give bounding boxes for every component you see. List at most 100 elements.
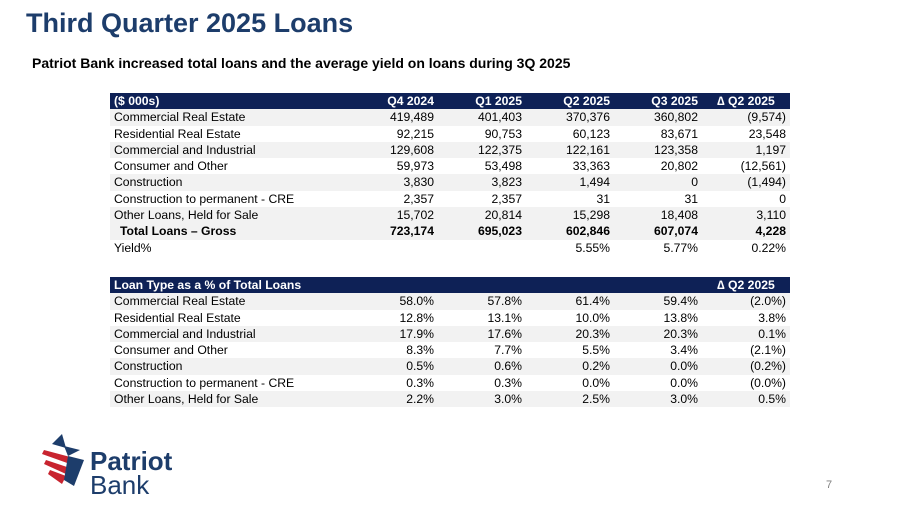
header-cell: ∆ Q2 2025 [702, 93, 790, 110]
header-cell [614, 277, 702, 294]
table-cell: 20.3% [575, 326, 610, 341]
row-label: Total Loans – Gross [110, 223, 350, 240]
slide-title: Third Quarter 2025 Loans [26, 8, 354, 38]
table-row: Commercial and Industrial 129,608 122,375 1… [110, 141, 790, 159]
table-cell: 0.2% [582, 359, 610, 374]
table-cell: 360,802 [653, 110, 698, 125]
table-cell: 59.4% [663, 294, 698, 309]
table-cell: 0.0% [670, 359, 698, 374]
table-cell: (1,494) [747, 175, 786, 190]
table-cell: 17.6% [487, 326, 522, 341]
row-label: Commercial Real Estate [114, 294, 246, 309]
row-label: Residential Real Estate [114, 310, 241, 325]
table-cell: (0.2%) [750, 359, 786, 374]
table-cell: 123,358 [653, 142, 698, 157]
table-cell: 3.8% [758, 310, 786, 325]
table-cell: 370,376 [565, 110, 610, 125]
table-cell: 20.3% [663, 326, 698, 341]
table-row: Construction to permanent - CRE 2,357 2,35… [110, 190, 790, 208]
slide-subtitle: Patriot Bank increased total loans and t… [32, 55, 571, 71]
table-cell: 2,357 [491, 191, 523, 206]
table-cell: 0.0% [670, 375, 698, 390]
header-cell [438, 277, 526, 294]
table-cell [350, 239, 438, 256]
table-cell: 13.8% [663, 310, 698, 325]
table-row: Other Loans, Held for Sale 2.2% 3.0% 2.5% 3.… [110, 391, 790, 408]
table-row: Consumer and Other 8.3% 7.7% 5.5% 3.4% (2.1%) [110, 342, 790, 359]
table-cell: 90,753 [484, 126, 522, 141]
table-row: Consumer and Other 59,973 53,498 33,363 20,8… [110, 158, 790, 175]
table-cell: 33,363 [572, 159, 610, 174]
table-row: Construction 0.5% 0.6% 0.2% 0.0% (0.2%) [110, 358, 790, 375]
table-cell: 3.4% [670, 343, 698, 358]
table-row: Other Loans, Held for Sale 15,702 20,814 15… [110, 207, 790, 224]
table-row: Construction to permanent - CRE 0.3% 0.3% 0… [110, 374, 790, 392]
row-label: Residential Real Estate [114, 126, 241, 141]
logo-text-bank: Bank [90, 470, 150, 500]
table-cell: 122,375 [477, 142, 522, 157]
table-cell [438, 239, 526, 256]
row-label: Consumer and Other [114, 159, 228, 174]
table-cell: 401,403 [477, 110, 522, 125]
footer [0, 424, 900, 506]
table-cell: 2.5% [582, 392, 610, 407]
table-cell: (2.1%) [750, 343, 786, 358]
table-cell: 3,823 [491, 175, 523, 190]
table-cell: 3.0% [494, 392, 522, 407]
table-cell: 1,494 [579, 175, 611, 190]
row-label: Commercial and Industrial [114, 326, 256, 341]
header-cell [526, 277, 614, 294]
table-cell: 61.4% [575, 294, 610, 309]
table-cell: 419,489 [389, 110, 434, 125]
row-label: Commercial and Industrial [114, 142, 256, 157]
row-label: Construction [114, 359, 183, 374]
table-cell: 10.0% [575, 310, 610, 325]
table-cell: 57.8% [487, 294, 522, 309]
table-cell: 0 [691, 175, 698, 190]
table-cell: 0.0% [582, 375, 610, 390]
header-cell: ∆ Q2 2025 [702, 277, 790, 294]
header-cell: Q1 2025 [438, 93, 526, 110]
table-cell: 15,702 [396, 208, 434, 223]
table-cell: 83,671 [660, 126, 698, 141]
table-cell: 3,110 [756, 208, 786, 223]
table-cell: 2.2% [406, 392, 434, 407]
table-cell: 58.0% [399, 294, 434, 309]
header-cell: Q2 2025 [526, 93, 614, 110]
table-cell: 7.7% [494, 343, 522, 358]
header-cell: Q4 2024 [350, 93, 438, 110]
row-label: Yield% [110, 239, 350, 256]
table-cell: 5.77% [614, 239, 702, 256]
table-row: Commercial Real Estate 419,489 401,403 370,… [110, 109, 790, 126]
total-row: Total Loans – Gross 723,174 695,023 602,846… [110, 223, 790, 240]
header-cell: ($ 000s) [110, 93, 350, 110]
header-cell [350, 277, 438, 294]
table-cell: 2,357 [403, 191, 435, 206]
header-cell: Loan Type as a % of Total Loans [110, 277, 350, 294]
table-cell: 4,228 [702, 223, 790, 240]
table-cell: (0.0%) [750, 375, 786, 390]
table-row: Residential Real Estate 12.8% 13.1% 10.0% 13… [110, 309, 790, 326]
row-label: Consumer and Other [114, 343, 228, 358]
table-cell: 31 [596, 191, 610, 206]
table-cell: 122,161 [565, 142, 610, 157]
table-cell: 0.1% [758, 326, 786, 341]
table-cell: 0.3% [406, 375, 434, 390]
table-cell: 5.5% [582, 343, 610, 358]
table-cell: 17.9% [399, 326, 434, 341]
table-cell: 20,802 [660, 159, 698, 174]
table-row: Residential Real Estate 92,215 90,753 60,12… [110, 125, 790, 142]
yield-row: Yield% 5.55% 5.77% 0.22% [110, 239, 790, 256]
table-cell: 92,215 [396, 126, 434, 141]
table-cell: 3,830 [403, 175, 435, 190]
table-cell: 0.5% [406, 359, 434, 374]
table-cell: 12.8% [399, 310, 434, 325]
table-cell: 5.55% [526, 239, 614, 256]
table-cell: 18,408 [660, 208, 698, 223]
loans-table: ($ 000s) Q4 2024 Q1 2025 Q2 2025 Q3 2025… [110, 93, 790, 256]
table-cell: 723,174 [350, 223, 438, 240]
row-label: Commercial Real Estate [114, 110, 246, 125]
table-cell: 607,074 [614, 223, 702, 240]
table-cell: 0 [779, 191, 786, 206]
table-row: Construction 3,830 3,823 1,494 0 (1,494) [110, 174, 790, 191]
